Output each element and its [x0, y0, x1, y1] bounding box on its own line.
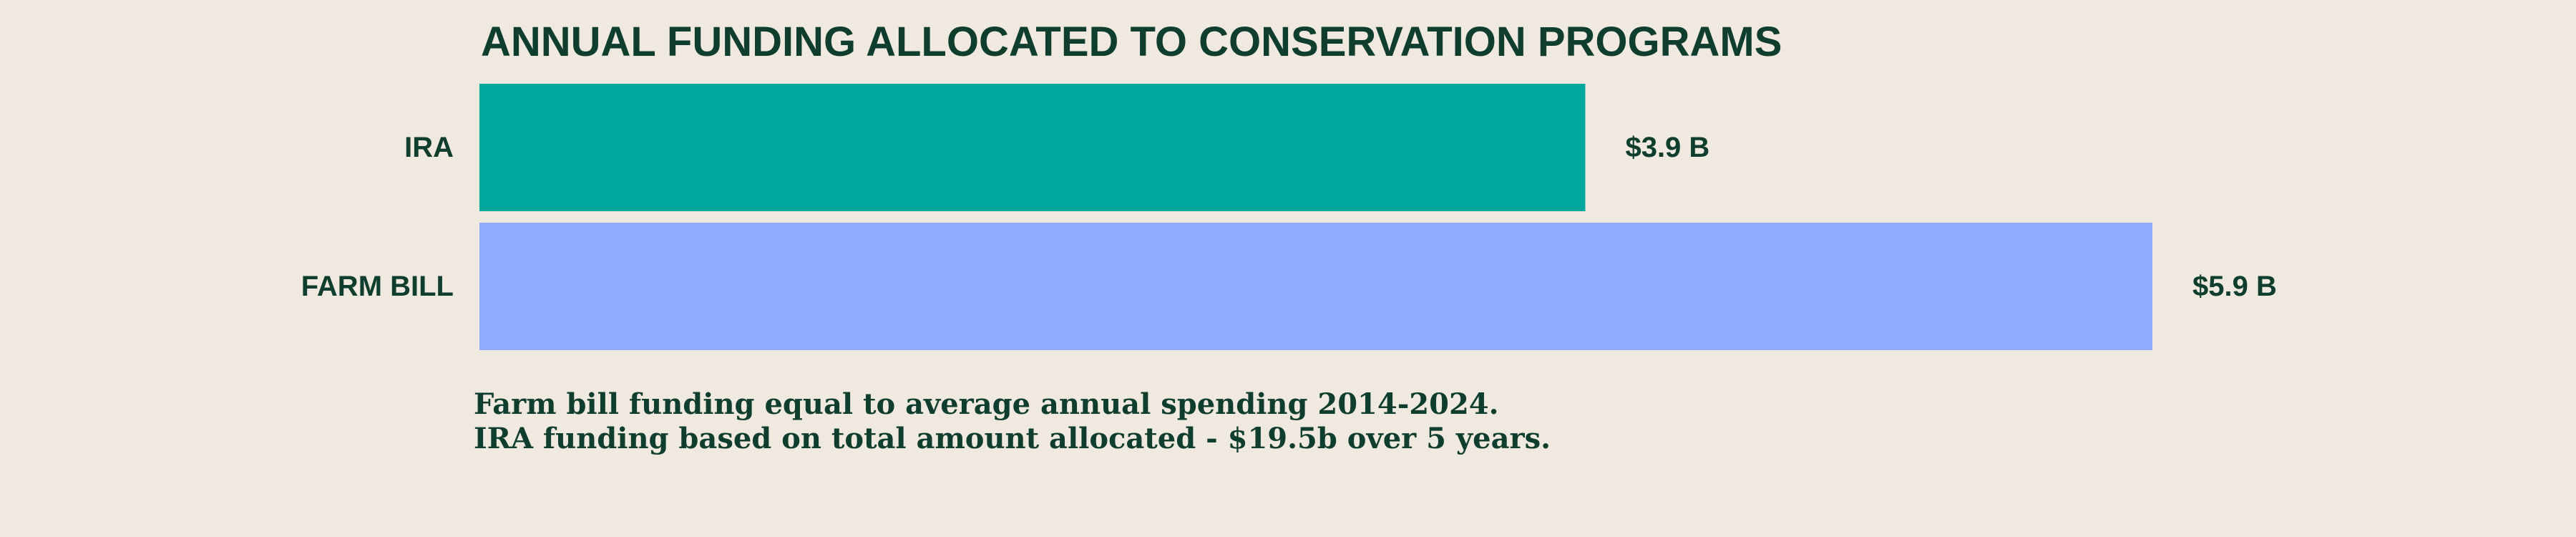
- bar-ira: [479, 84, 1586, 211]
- bar-farm-bill: [479, 223, 2152, 350]
- value-label: $5.9 B: [2192, 271, 2277, 302]
- chart-title: ANNUAL FUNDING ALLOCATED TO CONSERVATION…: [481, 19, 1782, 65]
- chart-note-ira: IRA funding based on total amount alloca…: [474, 422, 1551, 455]
- category-label: FARM BILL: [301, 271, 454, 302]
- chart-note-farm-bill: Farm bill funding equal to average annua…: [474, 387, 1499, 421]
- chart-notes: Farm bill funding equal to average annua…: [474, 387, 1551, 455]
- bars-layer: IRA $3.9 B FARM BILL $5.9 B: [301, 84, 2277, 350]
- category-label: IRA: [404, 132, 454, 163]
- value-label: $3.9 B: [1625, 132, 1709, 163]
